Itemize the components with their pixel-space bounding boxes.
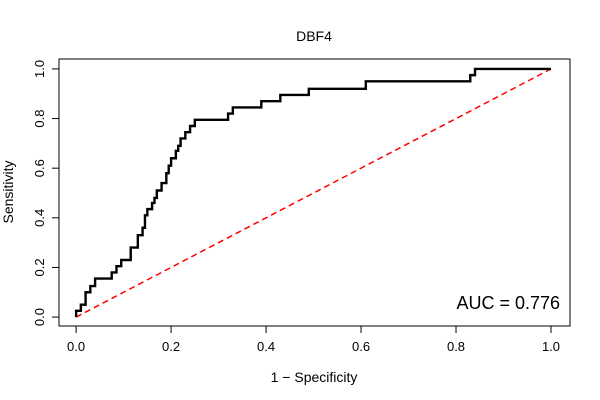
- x-tick-label: 0.0: [67, 339, 85, 354]
- y-tick-label: 1.0: [32, 60, 47, 78]
- y-tick-label: 0.0: [32, 308, 47, 326]
- x-tick-label: 0.6: [352, 339, 370, 354]
- x-axis-label: 1 − Specificity: [271, 369, 358, 385]
- auc-annotation: AUC = 0.776: [456, 293, 560, 313]
- x-tick-label: 0.4: [257, 339, 275, 354]
- x-tick-label: 1.0: [542, 339, 560, 354]
- y-axis: 0.0 0.2 0.4 0.6 0.8 1.0: [32, 60, 60, 326]
- y-axis-label: Sensitivity: [0, 160, 16, 223]
- chart-title: DBF4: [296, 28, 332, 44]
- y-tick-label: 0.8: [32, 110, 47, 128]
- x-tick-label: 0.2: [162, 339, 180, 354]
- y-tick-label: 0.4: [32, 209, 47, 227]
- x-tick-label: 0.8: [447, 339, 465, 354]
- y-tick-label: 0.6: [32, 159, 47, 177]
- reference-diagonal-line: [75, 68, 552, 318]
- roc-curve-line: [74, 67, 551, 318]
- x-axis: 0.0 0.2 0.4 0.6 0.8 1.0: [67, 325, 560, 354]
- y-tick-label: 0.2: [32, 258, 47, 276]
